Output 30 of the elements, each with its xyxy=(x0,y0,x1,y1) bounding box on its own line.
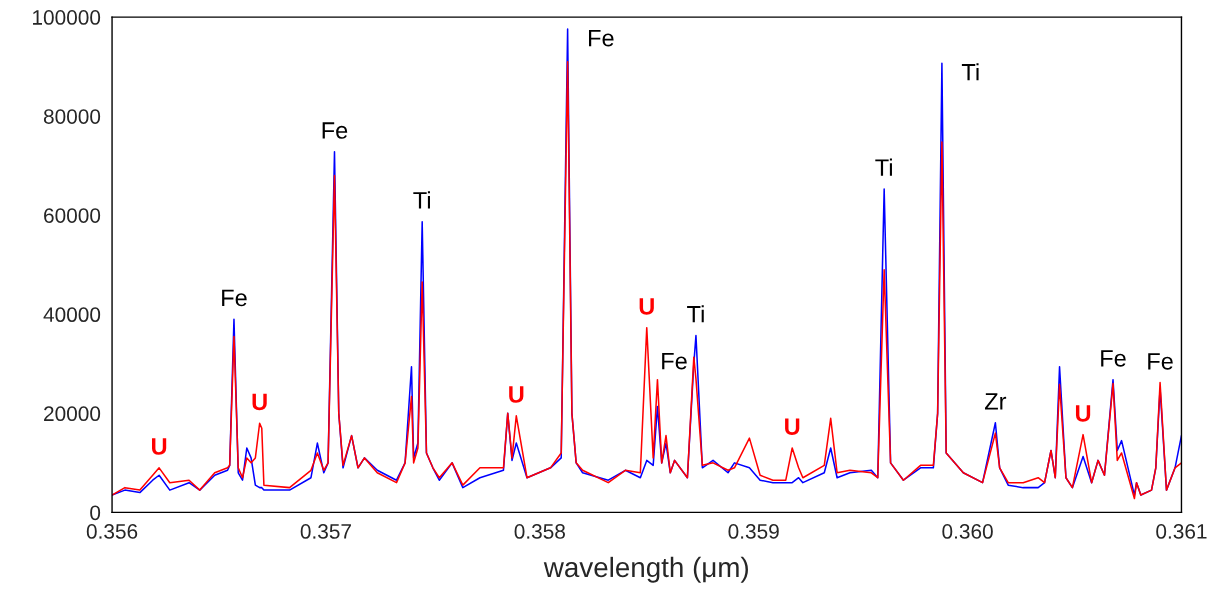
annotation: Ti xyxy=(875,158,892,176)
annotation: Fe xyxy=(1101,350,1126,367)
annotation: U xyxy=(252,393,267,411)
y-tick-label: 80000 xyxy=(43,109,101,124)
annotation: U xyxy=(639,298,654,315)
x-tick-label: 0.357 xyxy=(300,524,351,539)
x-tick-label: 0.358 xyxy=(514,524,565,539)
annotation: Zr xyxy=(984,393,1007,410)
x-tick-label: 0.360 xyxy=(942,524,993,539)
y-tick-label: 60000 xyxy=(44,208,101,223)
annotation: Fe xyxy=(589,29,614,47)
y-tick-label: 20000 xyxy=(44,406,101,422)
x-axis-title: wavelength (μm) xyxy=(543,556,748,583)
annotation: Fe xyxy=(1148,353,1173,370)
annotation: Fe xyxy=(322,122,348,139)
annotation: Ti xyxy=(687,305,704,323)
x-tick-label: 0.356 xyxy=(86,524,138,539)
y-tick-label: 100000 xyxy=(33,10,101,25)
y-tick-label: 0 xyxy=(90,505,101,521)
annotation: U xyxy=(1075,405,1091,422)
annotation: Ti xyxy=(413,191,430,209)
annotation: U xyxy=(509,386,524,403)
annotation: U xyxy=(152,438,167,455)
x-tick-label: 0.359 xyxy=(728,524,779,539)
y-tick-label: 40000 xyxy=(43,307,101,323)
annotation: U xyxy=(785,418,800,436)
annotation: Fe xyxy=(662,352,687,370)
annotation: Ti xyxy=(961,63,979,81)
x-tick-label: 0.361 xyxy=(1156,524,1207,539)
annotation: Fe xyxy=(222,289,247,307)
